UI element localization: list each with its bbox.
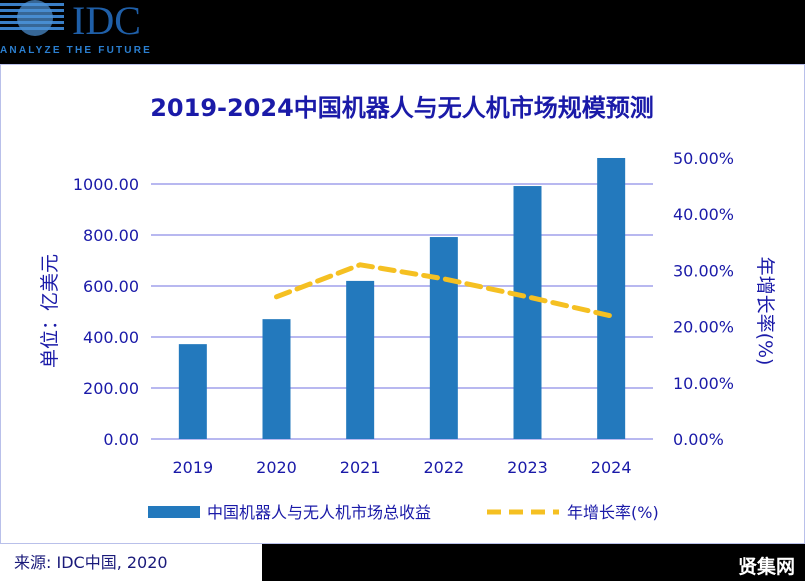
svg-text:IDC: IDC bbox=[72, 0, 141, 43]
x-tick-label: 2020 bbox=[256, 458, 297, 477]
x-tick-label: 2019 bbox=[172, 458, 213, 477]
legend-bar-label: 中国机器人与无人机市场总收益 bbox=[207, 503, 431, 522]
y2-tick-label: 20.00% bbox=[673, 318, 734, 337]
y-tick-label: 0.00 bbox=[103, 430, 139, 449]
legend-line-label: 年增长率(%) bbox=[567, 503, 659, 522]
y2-axis-label: 年增长率(%) bbox=[754, 257, 776, 366]
x-tick-label: 2022 bbox=[423, 458, 464, 477]
y-tick-label: 800.00 bbox=[83, 226, 139, 245]
y-tick-label: 600.00 bbox=[83, 277, 139, 296]
y-axis-label: 单位：亿美元 bbox=[39, 254, 61, 368]
y2-tick-label: 40.00% bbox=[673, 205, 734, 224]
bar bbox=[262, 319, 291, 439]
bar bbox=[429, 237, 458, 439]
bar bbox=[597, 157, 626, 439]
bar bbox=[178, 344, 207, 439]
y2-tick-label: 30.00% bbox=[673, 261, 734, 280]
x-tick-label: 2024 bbox=[591, 458, 632, 477]
y-tick-label: 200.00 bbox=[83, 379, 139, 398]
watermark: 贤集网 bbox=[737, 556, 795, 578]
y2-tick-label: 0.00% bbox=[673, 430, 724, 449]
chart-title: 2019-2024中国机器人与无人机市场规模预测 bbox=[150, 94, 654, 122]
idc-logo: IDC ANALYZE THE FUTURE bbox=[0, 0, 152, 56]
chart: 2019-2024中国机器人与无人机市场规模预测 0.00 200.00 400.00… bbox=[39, 94, 776, 522]
bar bbox=[346, 280, 375, 439]
y-tick-label: 400.00 bbox=[83, 328, 139, 347]
x-tick-label: 2021 bbox=[340, 458, 381, 477]
chart-panel: 2019-2024中国机器人与无人机市场规模预测 0.00 200.00 400.00… bbox=[0, 64, 805, 544]
bar bbox=[513, 186, 542, 439]
y-tick-label: 1000.00 bbox=[73, 175, 139, 194]
source-note: 来源: IDC中国, 2020 bbox=[0, 544, 262, 581]
y2-tick-label: 10.00% bbox=[673, 374, 734, 393]
x-tick-label: 2023 bbox=[507, 458, 548, 477]
svg-text:ANALYZE THE FUTURE: ANALYZE THE FUTURE bbox=[0, 45, 152, 56]
legend-bar-swatch bbox=[148, 506, 200, 518]
y2-tick-label: 50.00% bbox=[673, 149, 734, 168]
